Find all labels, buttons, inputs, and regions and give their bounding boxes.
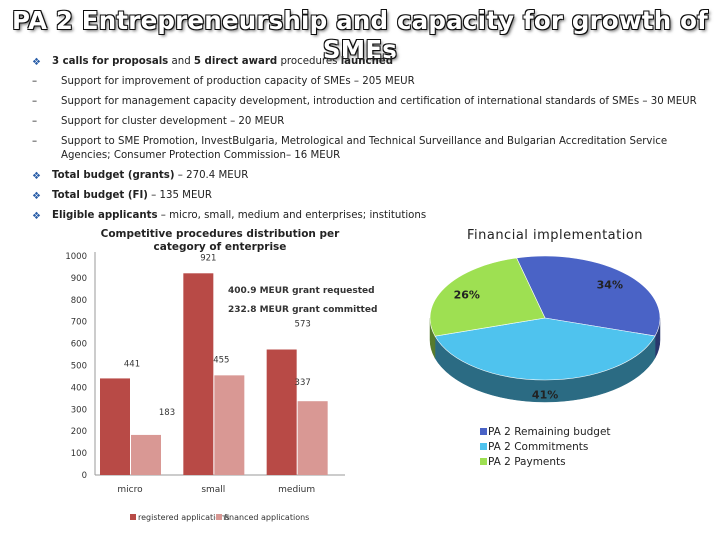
data-label: 337: [295, 378, 311, 388]
pie-value-label: 34%: [597, 279, 623, 292]
legend-swatch: [480, 458, 487, 465]
page-title: PA 2 Entrepreneurship and capacity for g…: [12, 6, 708, 64]
pie-chart: 34% 41% 26% PA 2 Remaining budget PA 2 Commi…: [429, 255, 661, 468]
legend-swatch: [216, 514, 222, 520]
legend-label: registered applications: [138, 513, 230, 522]
legend-label: financed applications: [224, 513, 309, 522]
diamond-bullet-icon: ❖: [32, 191, 41, 202]
sub-bullet-production: – Support for improvement of production c…: [32, 76, 415, 87]
y-tick-label: 100: [71, 449, 87, 459]
pie-slice-PA-2-Payments: [429, 257, 546, 337]
y-tick-label: 600: [71, 340, 87, 350]
bullet-grants: ❖ Total budget (grants) – 270.4 MEUR: [32, 170, 249, 182]
bar-registered-applications-medium: [266, 349, 297, 475]
bar-financed-applications-medium: [297, 401, 328, 475]
pie-slice-PA-2-Commitments: [434, 317, 656, 381]
bar-registered-applications-micro: [100, 378, 130, 475]
x-tick-label: small: [201, 485, 225, 495]
diamond-bullet-icon: ❖: [32, 57, 41, 68]
legend-label: PA 2 Commitments: [488, 441, 588, 453]
y-tick-label: 700: [71, 318, 87, 328]
data-label: 441: [124, 359, 140, 369]
bar-registered-applications-small: [183, 273, 214, 475]
bullet-list: ❖ 3 calls for proposals and 5 direct awa…: [32, 55, 712, 229]
y-tick-label: 300: [71, 405, 87, 415]
x-tick-label: micro: [117, 485, 143, 495]
legend-label: PA 2 Payments: [488, 456, 566, 468]
y-tick-label: 1000: [65, 252, 87, 262]
diamond-bullet-icon: ❖: [32, 171, 41, 182]
bullet-calls: ❖ 3 calls for proposals and 5 direct awa…: [32, 56, 394, 68]
legend-swatch: [480, 428, 487, 435]
sub-bullet-agencies: – Support to SME Promotion, InvestBulgari…: [32, 136, 668, 161]
bar-financed-applications-small: [214, 375, 245, 475]
pie-chart-title: Financial implementation: [466, 228, 644, 243]
bar-chart: 0 100 200 300 400 500 600 700 800 900 1000 441 183 mi…: [65, 252, 377, 522]
data-label: 573: [295, 320, 311, 330]
bar-financed-applications-micro: [131, 434, 161, 475]
y-tick-label: 800: [71, 296, 87, 306]
pie-value-label: 26%: [454, 288, 480, 301]
data-label: 455: [213, 355, 229, 365]
bar-chart-title: Competitive procedures distribution per …: [100, 228, 340, 253]
annotation-committed: 232.8 MEUR grant committed: [228, 305, 377, 315]
y-tick-label: 900: [71, 274, 87, 284]
pie-value-label: 41%: [532, 388, 558, 401]
sub-bullet-cluster: – Support for cluster development – 20 ME…: [32, 116, 285, 127]
pie-slice-PA-2-Remaining-budget: [516, 255, 661, 337]
legend-swatch: [130, 514, 136, 520]
y-tick-label: 0: [82, 471, 87, 481]
y-tick-label: 500: [71, 362, 87, 372]
bullet-eligible: ❖ Eligible applicants – micro, small, me…: [32, 210, 427, 222]
y-tick-label: 200: [71, 427, 87, 437]
annotation-requested: 400.9 MEUR grant requested: [228, 286, 375, 296]
x-tick-label: medium: [278, 485, 315, 495]
legend-swatch: [480, 443, 487, 450]
legend-label: PA 2 Remaining budget: [488, 426, 611, 438]
data-label: 183: [159, 408, 175, 418]
sub-bullet-management: – Support for management capacity develop…: [32, 96, 697, 107]
y-tick-label: 400: [71, 383, 87, 393]
data-label: 921: [200, 253, 216, 263]
diamond-bullet-icon: ❖: [32, 211, 41, 222]
bullet-fi: ❖ Total budget (FI) – 135 MEUR: [32, 190, 212, 202]
